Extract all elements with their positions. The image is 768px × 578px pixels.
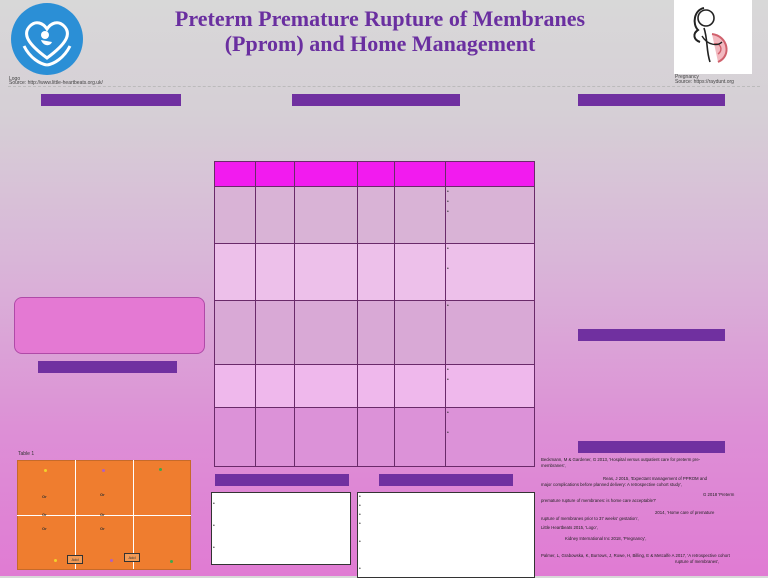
reference-line: rupture of membranes', xyxy=(675,559,720,564)
grid-marker xyxy=(102,469,105,472)
section-bar-bottom-right xyxy=(379,474,513,486)
add-label: Add xyxy=(67,555,83,564)
or-label: Or xyxy=(42,526,47,531)
highlight-box xyxy=(14,297,205,354)
heart-hands-logo xyxy=(8,2,86,76)
table-row: • • • xyxy=(214,186,535,244)
reference-line: 2014, 'Home care of premature xyxy=(655,510,715,515)
section-bar-right-bottom xyxy=(578,441,725,453)
grid-marker xyxy=(44,469,47,472)
reference-line: premature rupture of membranes: is home … xyxy=(541,498,657,503)
reference-line: Beckmann, M & Gardener, G 2013, 'Hospita… xyxy=(541,457,701,462)
grid-column-divider xyxy=(75,460,134,569)
reference-line: Reas, J 2015, 'Expectant management of P… xyxy=(603,476,708,481)
reference-line: G 2018 'Preterm xyxy=(703,492,735,497)
reference-line: Palmer, L, Grabowska, K, Burrows, J, Row… xyxy=(541,553,730,558)
title-line-2: (Pprom) and Home Management xyxy=(224,31,536,56)
table-row: • • xyxy=(214,407,535,467)
grid-marker xyxy=(54,559,57,562)
reference-line: major complications before planned deliv… xyxy=(541,482,683,487)
pregnancy-source: Source: https://raydunt.org xyxy=(675,79,734,85)
table-row: • xyxy=(214,300,535,365)
header-divider xyxy=(8,86,760,87)
grid-marker xyxy=(170,560,173,563)
or-label: Or xyxy=(100,492,105,497)
text-box-right: • • • • • • xyxy=(357,492,535,578)
section-bar-left-middle xyxy=(38,361,177,373)
section-bar-left-top xyxy=(41,94,181,106)
reference-line: rupture of membranes prior to 37 weeks' … xyxy=(541,516,639,521)
reference-line: Little Heartbeats 2015, 'Logo', xyxy=(541,525,598,530)
reference-line: membranes', xyxy=(541,463,566,468)
or-label: Or xyxy=(42,512,47,517)
grid-row-divider xyxy=(17,515,191,516)
grid-marker xyxy=(159,468,162,471)
text-box-left: • • • xyxy=(211,492,351,565)
management-table: • • • • • • • • • • xyxy=(214,161,535,467)
pregnancy-illustration xyxy=(674,0,752,74)
section-bar-center-top xyxy=(292,94,460,106)
or-label: Or xyxy=(42,494,47,499)
table-header-row xyxy=(214,161,535,187)
reference-line: Kidney International Inc 2018, 'Pregnanc… xyxy=(565,536,647,541)
section-bar-right-top xyxy=(578,94,725,106)
poster-title: Preterm Premature Rupture of Membranes (… xyxy=(110,6,650,56)
or-label: Or xyxy=(100,512,105,517)
logo-source: Source: http://www.little-heartbeats.org… xyxy=(9,80,103,86)
or-label: Or xyxy=(100,526,105,531)
logo-caption: Logo xyxy=(9,76,21,82)
section-bar-right-middle xyxy=(578,329,725,341)
pregnancy-caption: Pregnancy xyxy=(675,74,699,80)
title-line-1: Preterm Premature Rupture of Membranes xyxy=(174,6,586,31)
decision-grid: Or Or Or Or Or Or Add Add xyxy=(17,460,191,570)
table-row: • • xyxy=(214,243,535,301)
add-label: Add xyxy=(124,553,140,562)
table-1-label: Table 1 xyxy=(18,451,35,457)
table-row: • • xyxy=(214,364,535,408)
grid-marker xyxy=(110,559,113,562)
section-bar-bottom-left xyxy=(215,474,349,486)
